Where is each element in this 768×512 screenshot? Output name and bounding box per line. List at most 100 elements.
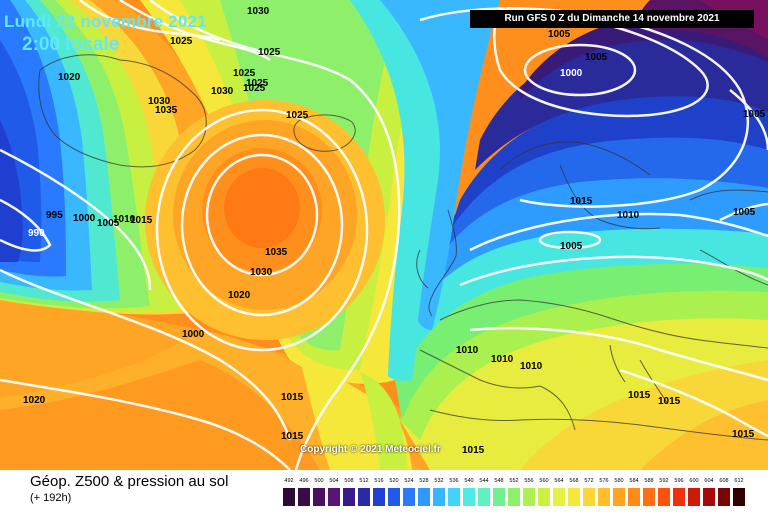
isobar-label: 1015 [732, 429, 755, 440]
isobar-label: 1000 [560, 68, 583, 79]
legend-color-swatch [478, 488, 490, 506]
isobar-label: 1005 [560, 241, 583, 252]
isobar-label: 1035 [155, 105, 178, 116]
legend-value-label: 548 [494, 478, 504, 484]
legend-color-swatch [343, 488, 355, 506]
legend-value-label: 592 [659, 478, 669, 484]
isobar-label: 1015 [462, 445, 485, 456]
run-info-banner: Run GFS 0 Z du Dimanche 14 novembre 2021 [470, 10, 754, 28]
legend-value-label: 492 [284, 478, 294, 484]
legend-color-swatch [358, 488, 370, 506]
legend-value-label: 532 [434, 478, 444, 484]
legend-value-label: 544 [479, 478, 489, 484]
isobar-label: 1015 [658, 396, 681, 407]
legend-color-swatch [718, 488, 730, 506]
legend-value-label: 512 [359, 478, 369, 484]
isobar-label: 1005 [743, 109, 766, 120]
legend-color-swatch [508, 488, 520, 506]
footer-bar: Géop. Z500 & pression au sol (+ 192h) 49… [0, 470, 768, 512]
legend-value-label: 568 [569, 478, 579, 484]
copyright-text: Copyright © 2021 Meteociel.fr [300, 444, 441, 455]
isobar-label: 1015 [130, 215, 153, 226]
legend-value-label: 584 [629, 478, 639, 484]
isobar-label: 1000 [73, 213, 96, 224]
isobar-label: 1030 [250, 267, 273, 278]
legend-color-swatch [373, 488, 385, 506]
legend-value-label: 536 [449, 478, 459, 484]
isobar-label: 1025 [286, 110, 309, 121]
legend-color-swatch [538, 488, 550, 506]
legend-value-label: 560 [539, 478, 549, 484]
isobar-label: 1025 [233, 68, 256, 79]
isobar-label: 1005 [585, 52, 608, 63]
legend-value-label: 540 [464, 478, 474, 484]
legend-color-swatch [598, 488, 610, 506]
isobar-label: 995 [46, 210, 63, 221]
isobar-label: 1020 [228, 290, 251, 301]
legend-color-swatch [628, 488, 640, 506]
legend-color-swatch [523, 488, 535, 506]
isobar-label: 1025 [246, 78, 269, 89]
legend-color-swatch [553, 488, 565, 506]
legend-value-label: 508 [344, 478, 354, 484]
legend-value-label: 596 [674, 478, 684, 484]
legend-value-label: 520 [389, 478, 399, 484]
legend-value-label: 564 [554, 478, 564, 484]
legend-value-label: 612 [734, 478, 744, 484]
isobar-label: 1010 [617, 210, 640, 221]
legend-color-swatch [703, 488, 715, 506]
legend-value-label: 500 [314, 478, 324, 484]
legend-color-swatch [568, 488, 580, 506]
legend-color-swatch [448, 488, 460, 506]
legend-color-swatch [733, 488, 745, 506]
isobar-label: 1015 [281, 431, 304, 442]
chart-title: Géop. Z500 & pression au sol [30, 473, 229, 490]
legend-color-swatch [673, 488, 685, 506]
isobar-label: 1025 [243, 83, 266, 94]
forecast-map: 1030 1025 1025 1025 1020 1025 1030 1035 … [0, 0, 768, 470]
legend-color-swatch [433, 488, 445, 506]
legend-color-swatch [583, 488, 595, 506]
legend-value-label: 496 [299, 478, 309, 484]
isobar-label: 1030 [211, 86, 234, 97]
legend-value-label: 528 [419, 478, 429, 484]
forecast-time: 2:00 locale [22, 34, 120, 55]
isobar-label: 1015 [570, 196, 593, 207]
isobar-label: 1020 [23, 395, 46, 406]
isobar-label: 1020 [58, 72, 81, 83]
legend-value-label: 600 [689, 478, 699, 484]
isobar-label: 1010 [113, 214, 136, 225]
legend-color-swatch [313, 488, 325, 506]
legend-value-label: 556 [524, 478, 534, 484]
legend-value-label: 572 [584, 478, 594, 484]
legend-value-label: 604 [704, 478, 714, 484]
legend-color-swatch [328, 488, 340, 506]
legend-color-swatch [688, 488, 700, 506]
isobar-label: 1015 [281, 392, 304, 403]
isobar-label: 1025 [170, 36, 193, 47]
legend-color-swatch [283, 488, 295, 506]
color-scale-legend: 492 496 500 504 508 512 516 520 524 528 532 536 540 5… [283, 478, 751, 508]
isobar-label: 1005 [97, 218, 120, 229]
isobar-label: 1005 [733, 207, 756, 218]
legend-color-swatch [418, 488, 430, 506]
legend-color-swatch [463, 488, 475, 506]
forecast-date: Lundi 22 novembre 2021 [4, 12, 207, 31]
legend-color-swatch [388, 488, 400, 506]
legend-value-label: 524 [404, 478, 414, 484]
legend-value-label: 580 [614, 478, 624, 484]
forecast-range: (+ 192h) [30, 492, 72, 504]
isobar-label: 1015 [628, 390, 651, 401]
isobar-label: 1035 [265, 247, 288, 258]
legend-value-label: 552 [509, 478, 519, 484]
isobar-label: 1030 [247, 6, 270, 17]
isobar-label: 1000 [182, 329, 205, 340]
legend-value-label: 588 [644, 478, 654, 484]
legend-color-swatch [403, 488, 415, 506]
isobar-label: 1025 [258, 47, 281, 58]
isobar-label: 1030 [148, 96, 171, 107]
isobar-label: 1005 [548, 29, 571, 40]
legend-value-label: 516 [374, 478, 384, 484]
legend-value-label: 608 [719, 478, 729, 484]
isobar-label: 1010 [456, 345, 479, 356]
